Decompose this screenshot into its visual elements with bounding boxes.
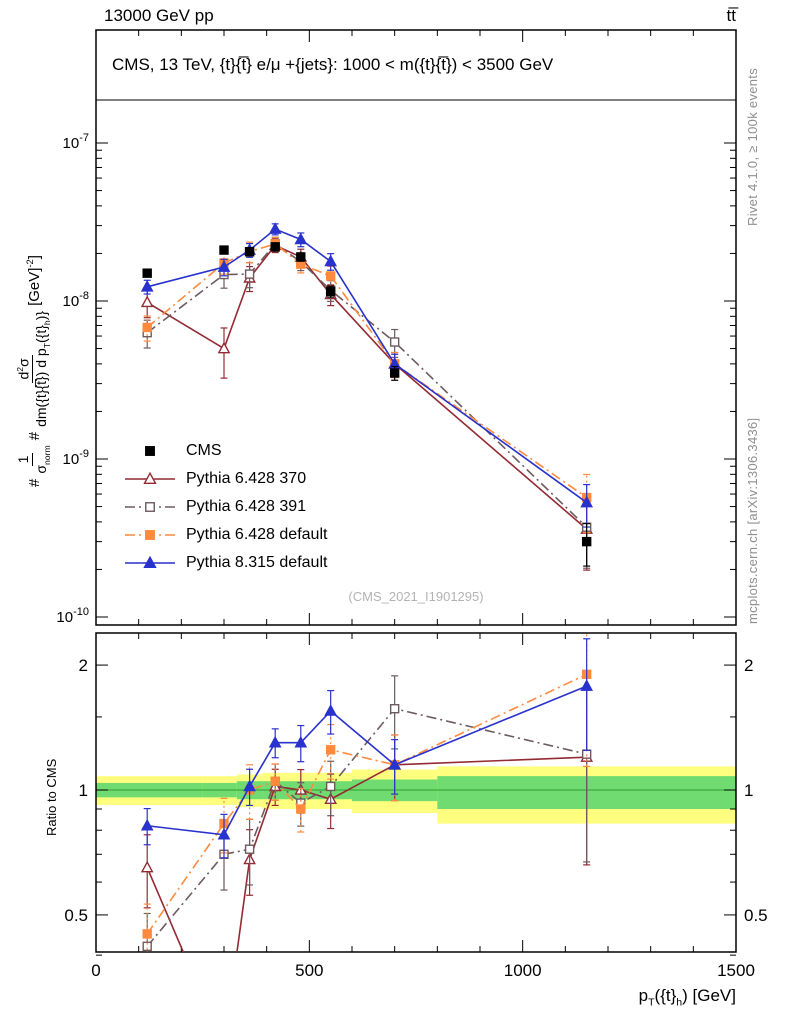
legend: CMS Pythia 6.428 370 Pythia 6.428 391 Pythi… xyxy=(123,437,327,577)
ylabel-units: [GeV]-2] xyxy=(25,255,44,306)
series-pythia-6428-391-ratio xyxy=(142,675,592,952)
legend-item-cms: CMS xyxy=(123,437,327,465)
marker-pythia-8315-default xyxy=(217,260,231,272)
marker-cms xyxy=(389,368,400,378)
ylabel-hash-1: # xyxy=(25,478,43,487)
marker-pythia-6428-default xyxy=(270,776,280,786)
marker-cms xyxy=(145,446,155,456)
legend-marker-pythia-8315-default xyxy=(125,555,175,569)
y-ratio-tick-label-left: 1 xyxy=(79,781,88,800)
x-tick-label: 500 xyxy=(295,961,323,980)
marker-pythia-6428-default xyxy=(145,530,155,540)
legend-label-pythia-6428-default: Pythia 6.428 default xyxy=(186,526,328,543)
legend-label-pythia-6428-391: Pythia 6.428 391 xyxy=(186,498,307,515)
marker-pythia-6428-391 xyxy=(244,844,255,854)
marker-pythia-6428-370 xyxy=(143,471,157,485)
marker-pythia-8315-default xyxy=(268,735,282,748)
marker-pythia-6428-391 xyxy=(389,337,400,347)
legend-label-pythia-6428-370: Pythia 6.428 370 xyxy=(186,470,307,487)
y-ratio-tick-label-right: 0.5 xyxy=(744,906,768,925)
marker-pythia-6428-391 xyxy=(325,781,336,792)
marker-pythia-6428-default xyxy=(296,804,306,814)
ratio-y-axis-label: Ratio to CMS xyxy=(44,758,59,836)
marker-pythia-6428-391 xyxy=(145,502,155,512)
y-main-tick-label: 10-10 xyxy=(56,606,89,626)
y-main-tick-label: 10-7 xyxy=(63,132,89,152)
x-tick-label: 0 xyxy=(91,961,100,980)
marker-pythia-8315-default xyxy=(140,279,154,292)
x-axis-label: pT({t}h) [GeV] xyxy=(638,986,736,1009)
series-pythia-8315-default-ratio xyxy=(140,638,594,859)
marker-cms xyxy=(581,536,592,547)
legend-marker-pythia-6428-391 xyxy=(125,502,175,512)
y-main-tick-label: 10-9 xyxy=(63,448,89,468)
y-ratio-tick-label-left: 0.5 xyxy=(64,906,88,925)
mcplots-note: mcplots.cern.ch [arXiv:1306.3436] xyxy=(745,417,760,624)
marker-pythia-8315-default xyxy=(324,254,338,267)
legend-marker-pythia-6428-370 xyxy=(125,471,175,485)
marker-pythia-8315-default xyxy=(243,779,256,792)
rivet-version-note: Rivet 4.1.0, ≥ 100k events xyxy=(745,67,760,226)
header-beam-energy: 13000 GeV pp xyxy=(104,6,214,25)
marker-pythia-6428-391 xyxy=(142,941,152,952)
ratio-panel-frame xyxy=(95,632,737,953)
marker-pythia-8315-default xyxy=(580,495,594,508)
marker-cms xyxy=(142,268,152,278)
legend-label-pythia-8315-default: Pythia 8.315 default xyxy=(186,554,328,571)
marker-pythia-6428-370 xyxy=(140,295,154,308)
x-tick-label: 1000 xyxy=(504,961,542,980)
legend-item-pythia-6428-370: Pythia 6.428 370 xyxy=(123,465,327,493)
marker-cms xyxy=(219,245,229,255)
analysis-id-watermark: (CMS_2021_I1901295) xyxy=(348,589,484,604)
marker-pythia-6428-391 xyxy=(389,704,400,714)
marker-pythia-6428-default xyxy=(325,745,336,755)
cms-uncertainty-bands xyxy=(96,766,736,824)
panel-title: CMS, 13 TeV, {t}{t̅} e/μ +{jets}: 1000 <… xyxy=(112,55,554,74)
legend-item-pythia-6428-default: Pythia 6.428 default xyxy=(123,521,327,549)
legend-item-pythia-6428-391: Pythia 6.428 391 xyxy=(123,493,327,521)
series-cms-main xyxy=(142,242,592,567)
ylabel-hash-2: # xyxy=(25,431,43,441)
marker-pythia-8315-default xyxy=(268,222,282,234)
marker-pythia-8315-default xyxy=(143,555,157,569)
legend-marker-cms xyxy=(145,446,155,456)
marker-cms xyxy=(296,252,306,262)
marker-pythia-6428-370 xyxy=(140,860,154,873)
marker-pythia-8315-default xyxy=(388,757,402,770)
ylabel-frac-xsec: d2σ dm({t}{t̅}) d pT({t}h)} xyxy=(15,310,53,427)
header-process: tt̅ xyxy=(726,6,736,25)
marker-pythia-8315-default xyxy=(580,679,594,691)
marker-pythia-8315-default xyxy=(140,818,154,831)
main-panel-frame xyxy=(95,29,737,626)
y-axis-label: # 1 σnorm # d2σ dm({t}{t̅}) d pT({t}h)} … xyxy=(15,255,53,487)
marker-cms xyxy=(270,242,280,252)
marker-pythia-6428-default xyxy=(142,322,152,333)
y-ratio-tick-label-left: 2 xyxy=(79,656,88,675)
y-ratio-tick-label-right: 1 xyxy=(744,781,753,800)
series-pythia-8315-default-main xyxy=(140,222,594,528)
marker-cms xyxy=(325,286,336,297)
ylabel-frac-norm: 1 σnorm xyxy=(15,445,52,474)
legend-marker-pythia-6428-default xyxy=(125,530,175,540)
legend-label-cms: CMS xyxy=(186,442,222,459)
marker-pythia-6428-370 xyxy=(217,341,231,354)
legend-item-pythia-8315-default: Pythia 8.315 default xyxy=(123,549,327,577)
marker-cms xyxy=(244,247,255,257)
marker-pythia-8315-default xyxy=(324,704,338,716)
y-main-tick-label: 10-8 xyxy=(63,290,89,310)
marker-pythia-6428-391 xyxy=(244,269,255,279)
marker-pythia-8315-default xyxy=(217,827,231,840)
y-ratio-tick-label-right: 2 xyxy=(744,656,753,675)
marker-pythia-8315-default xyxy=(294,735,308,748)
marker-pythia-6428-default xyxy=(142,929,152,939)
marker-pythia-6428-default xyxy=(325,271,336,281)
x-tick-label: 1500 xyxy=(717,961,755,980)
marker-pythia-8315-default xyxy=(294,232,308,245)
